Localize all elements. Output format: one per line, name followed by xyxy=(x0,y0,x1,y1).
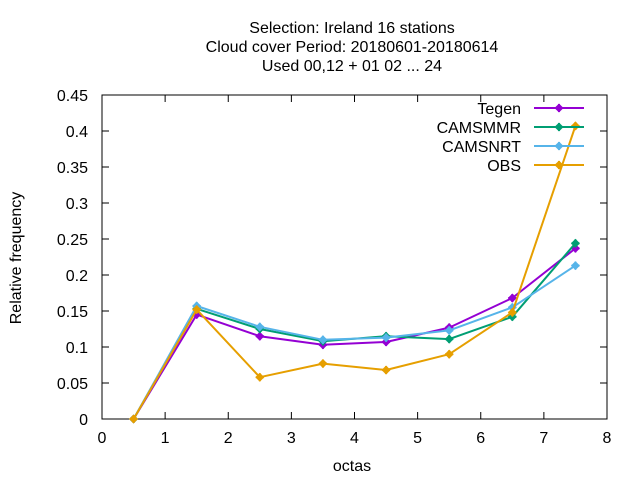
x-tick-label: 3 xyxy=(287,430,296,447)
legend-label: CAMSNRT xyxy=(442,139,521,156)
series-line-camsnrt xyxy=(132,264,576,420)
legend-label: CAMSMMR xyxy=(437,120,521,137)
legend-marker xyxy=(554,141,564,151)
series-line-obs xyxy=(132,125,577,420)
x-tick-label: 8 xyxy=(603,430,612,447)
x-axis-label: octas xyxy=(333,458,371,475)
x-tick-label: 5 xyxy=(413,430,422,447)
title-line-3: Used 00,12 + 01 02 ... 24 xyxy=(262,58,442,75)
x-tick-label: 0 xyxy=(98,430,107,447)
series-tegen xyxy=(129,243,580,424)
series-camsnrt xyxy=(129,261,580,424)
legend-marker xyxy=(554,122,564,132)
y-axis-label: Relative frequency xyxy=(8,192,25,325)
x-tick-label: 6 xyxy=(476,430,485,447)
x-tick-label: 1 xyxy=(161,430,170,447)
legend-label: OBS xyxy=(487,158,521,175)
data-point xyxy=(129,414,139,424)
legend-label: Tegen xyxy=(477,101,521,118)
y-tick-label: 0.15 xyxy=(57,304,88,321)
y-tick-label: 0.2 xyxy=(66,268,88,285)
y-tick-label: 0 xyxy=(79,412,88,429)
x-tick-label: 7 xyxy=(539,430,548,447)
y-tick-label: 0.1 xyxy=(66,340,88,357)
legend: Tegen CAMSMMR CAMSNRT OBS xyxy=(437,101,584,175)
legend-item-camsmmr: CAMSMMR xyxy=(437,120,584,137)
chart-title: Selection: Ireland 16 stations Cloud cov… xyxy=(206,20,499,75)
axis-ticks xyxy=(101,94,608,420)
legend-marker xyxy=(554,103,564,113)
series-camsmmr xyxy=(129,238,580,424)
x-tick-labels: 0 1 2 3 4 5 6 7 8 xyxy=(98,430,612,447)
y-tick-label: 0.4 xyxy=(66,124,88,141)
data-point xyxy=(570,121,580,131)
series-line-camsmmr xyxy=(132,242,577,420)
legend-item-tegen: Tegen xyxy=(477,101,584,118)
data-point xyxy=(444,334,454,344)
data-point xyxy=(318,359,328,369)
data-point xyxy=(192,305,202,315)
data-point xyxy=(381,365,391,375)
title-line-1: Selection: Ireland 16 stations xyxy=(249,20,454,37)
y-tick-label: 0.35 xyxy=(57,160,88,177)
y-tick-label: 0.05 xyxy=(57,376,88,393)
y-tick-label: 0.45 xyxy=(57,88,88,105)
series-line-tegen xyxy=(132,247,577,420)
y-tick-label: 0.3 xyxy=(66,196,88,213)
data-point xyxy=(318,335,328,345)
y-tick-labels: 0 0.05 0.1 0.15 0.2 0.25 0.3 0.35 0.4 0.45 xyxy=(57,88,88,429)
x-tick-label: 2 xyxy=(224,430,233,447)
y-tick-label: 0.25 xyxy=(57,232,88,249)
x-tick-label: 4 xyxy=(350,430,359,447)
title-line-2: Cloud cover Period: 20180601-20180614 xyxy=(206,39,499,56)
legend-item-camsnrt: CAMSNRT xyxy=(442,139,584,156)
legend-item-obs: OBS xyxy=(487,158,584,175)
